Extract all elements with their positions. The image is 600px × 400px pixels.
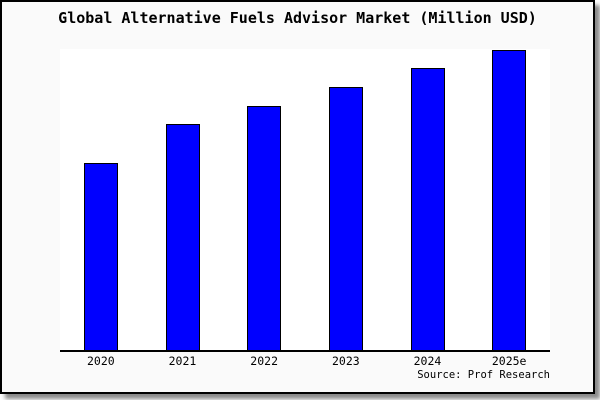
x-axis-tick-labels: 2020 2021 2022 2023 2024 2025e: [60, 354, 550, 368]
x-tick-label-2021: 2021: [168, 354, 197, 368]
bar-2025e: [492, 50, 527, 350]
chart-card: Global Alternative Fuels Advisor Market …: [0, 0, 595, 394]
x-tick-label-2020: 2020: [86, 354, 115, 368]
x-tick-label-2024: 2024: [413, 354, 442, 368]
x-tick-label-2025e: 2025e: [491, 354, 527, 368]
bar-2022: [247, 106, 282, 350]
bar-2021: [165, 124, 200, 350]
chart-title: Global Alternative Fuels Advisor Market …: [58, 9, 537, 27]
x-tick-label-2022: 2022: [250, 354, 278, 368]
bar-2023: [328, 86, 363, 350]
bar-2024: [410, 68, 445, 350]
x-tick-label-2023: 2023: [331, 354, 360, 368]
plot-area: [60, 49, 550, 352]
bar-2020: [83, 163, 118, 350]
source-note: Source: Prof Research: [417, 369, 550, 381]
